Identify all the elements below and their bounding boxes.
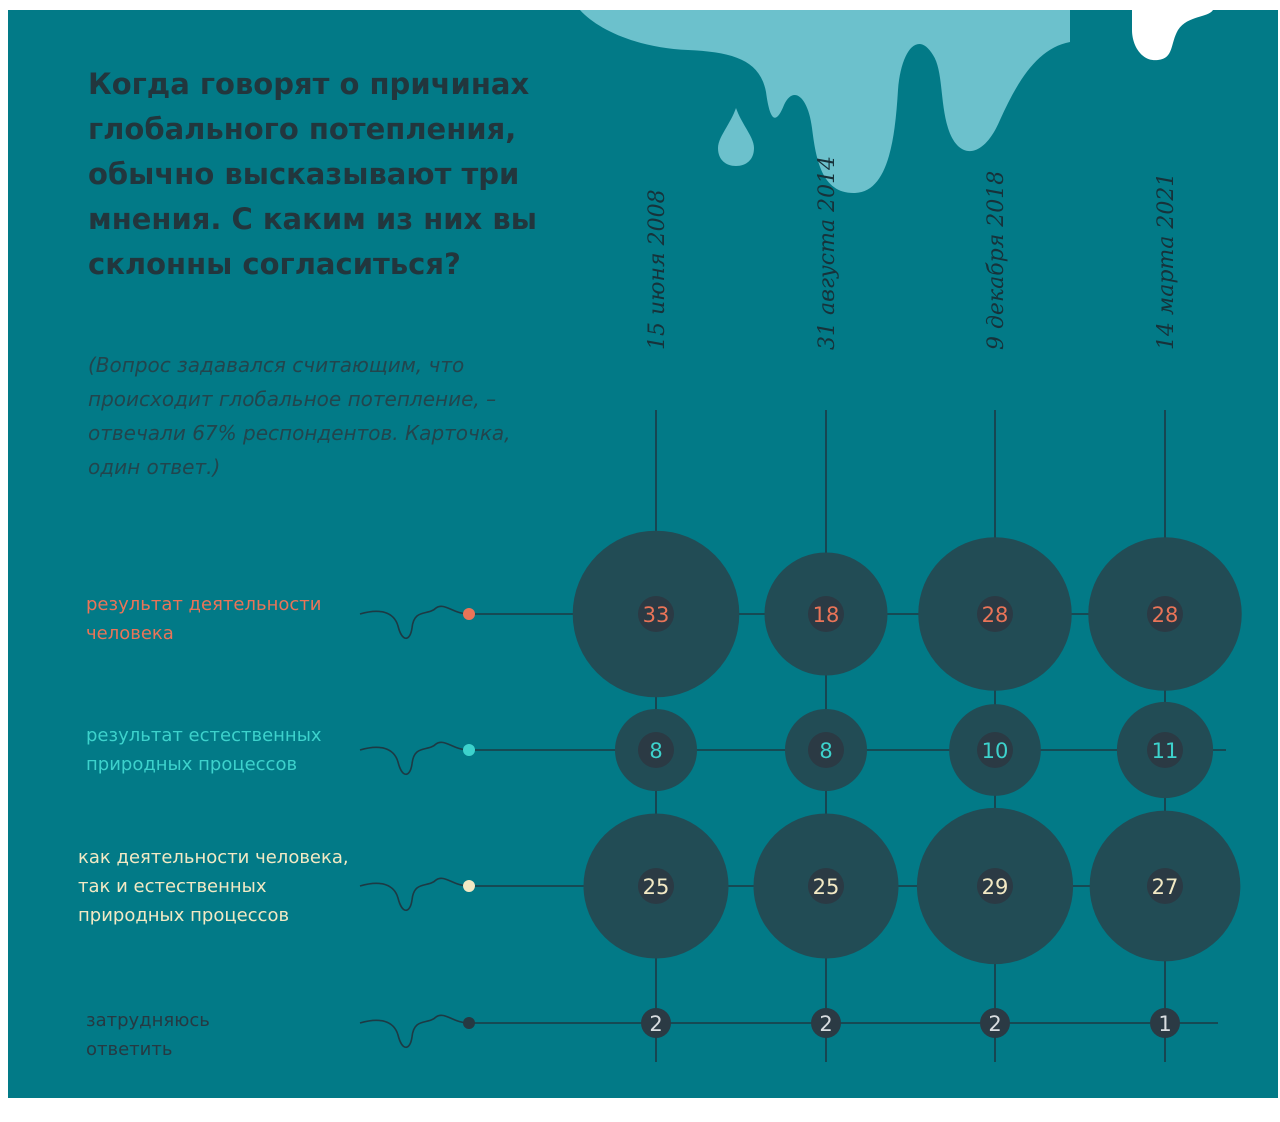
value-label: 8 bbox=[819, 739, 832, 763]
date-label: 31 августа 2014 bbox=[815, 156, 840, 350]
squiggle-connector bbox=[359, 877, 469, 912]
squiggle-connector bbox=[359, 605, 469, 640]
value-core bbox=[977, 868, 1013, 904]
chart-panel: Когда говорят о причинах глобального пот… bbox=[8, 10, 1278, 1098]
value-core bbox=[638, 868, 674, 904]
row-marker-dot bbox=[463, 608, 475, 620]
value-label: 28 bbox=[982, 603, 1009, 627]
value-core bbox=[638, 596, 674, 632]
drip-blob bbox=[580, 10, 1070, 194]
row-label: результат естественных природных процесс… bbox=[86, 725, 322, 775]
value-core bbox=[808, 596, 844, 632]
value-core bbox=[811, 1008, 841, 1038]
chart-title: Когда говорят о причинах глобального пот… bbox=[88, 67, 537, 281]
value-core bbox=[808, 868, 844, 904]
question-note: (Вопрос задавался считающим, что происхо… bbox=[88, 353, 511, 479]
value-label: 11 bbox=[1152, 739, 1179, 763]
squiggle-connector bbox=[359, 1014, 469, 1049]
value-label: 29 bbox=[982, 875, 1009, 899]
value-label: 28 bbox=[1152, 603, 1179, 627]
row-marker-dot bbox=[463, 880, 475, 892]
value-label: 33 bbox=[643, 603, 670, 627]
row-label: затрудняюсь ответить bbox=[86, 1010, 210, 1060]
value-label: 27 bbox=[1152, 875, 1179, 899]
value-core bbox=[980, 1008, 1010, 1038]
value-core bbox=[808, 732, 844, 768]
drop bbox=[718, 108, 754, 166]
white-drip bbox=[1132, 10, 1213, 61]
value-core bbox=[1147, 596, 1183, 632]
value-core bbox=[1147, 868, 1183, 904]
date-label: 15 июня 2008 bbox=[645, 189, 670, 350]
drip-decoration bbox=[580, 10, 1213, 194]
row-marker-dot bbox=[463, 744, 475, 756]
value-core bbox=[638, 732, 674, 768]
squiggle-connector bbox=[359, 741, 469, 776]
value-label: 2 bbox=[819, 1012, 832, 1036]
value-core bbox=[641, 1008, 671, 1038]
value-label: 8 bbox=[649, 739, 662, 763]
value-label: 25 bbox=[813, 875, 840, 899]
row-marker-dot bbox=[463, 1017, 475, 1029]
value-core bbox=[977, 596, 1013, 632]
row-label: как деятельности человека, так и естеств… bbox=[78, 847, 349, 926]
date-label: 14 марта 2021 bbox=[1154, 173, 1179, 350]
date-label: 9 декабря 2018 bbox=[984, 171, 1009, 350]
value-core bbox=[977, 732, 1013, 768]
row-label: результат деятельности человека bbox=[86, 594, 322, 644]
bubble-grid: 33 18 28 28 8 8 10 11 25 25 29 27 2 2 2 1 15 июня 2008 31… bbox=[359, 156, 1242, 1062]
value-label: 25 bbox=[643, 875, 670, 899]
value-label: 1 bbox=[1158, 1012, 1171, 1036]
value-core bbox=[1150, 1008, 1180, 1038]
value-label: 2 bbox=[649, 1012, 662, 1036]
value-core bbox=[1147, 732, 1183, 768]
value-label: 10 bbox=[982, 739, 1009, 763]
value-label: 18 bbox=[813, 603, 840, 627]
value-label: 2 bbox=[988, 1012, 1001, 1036]
